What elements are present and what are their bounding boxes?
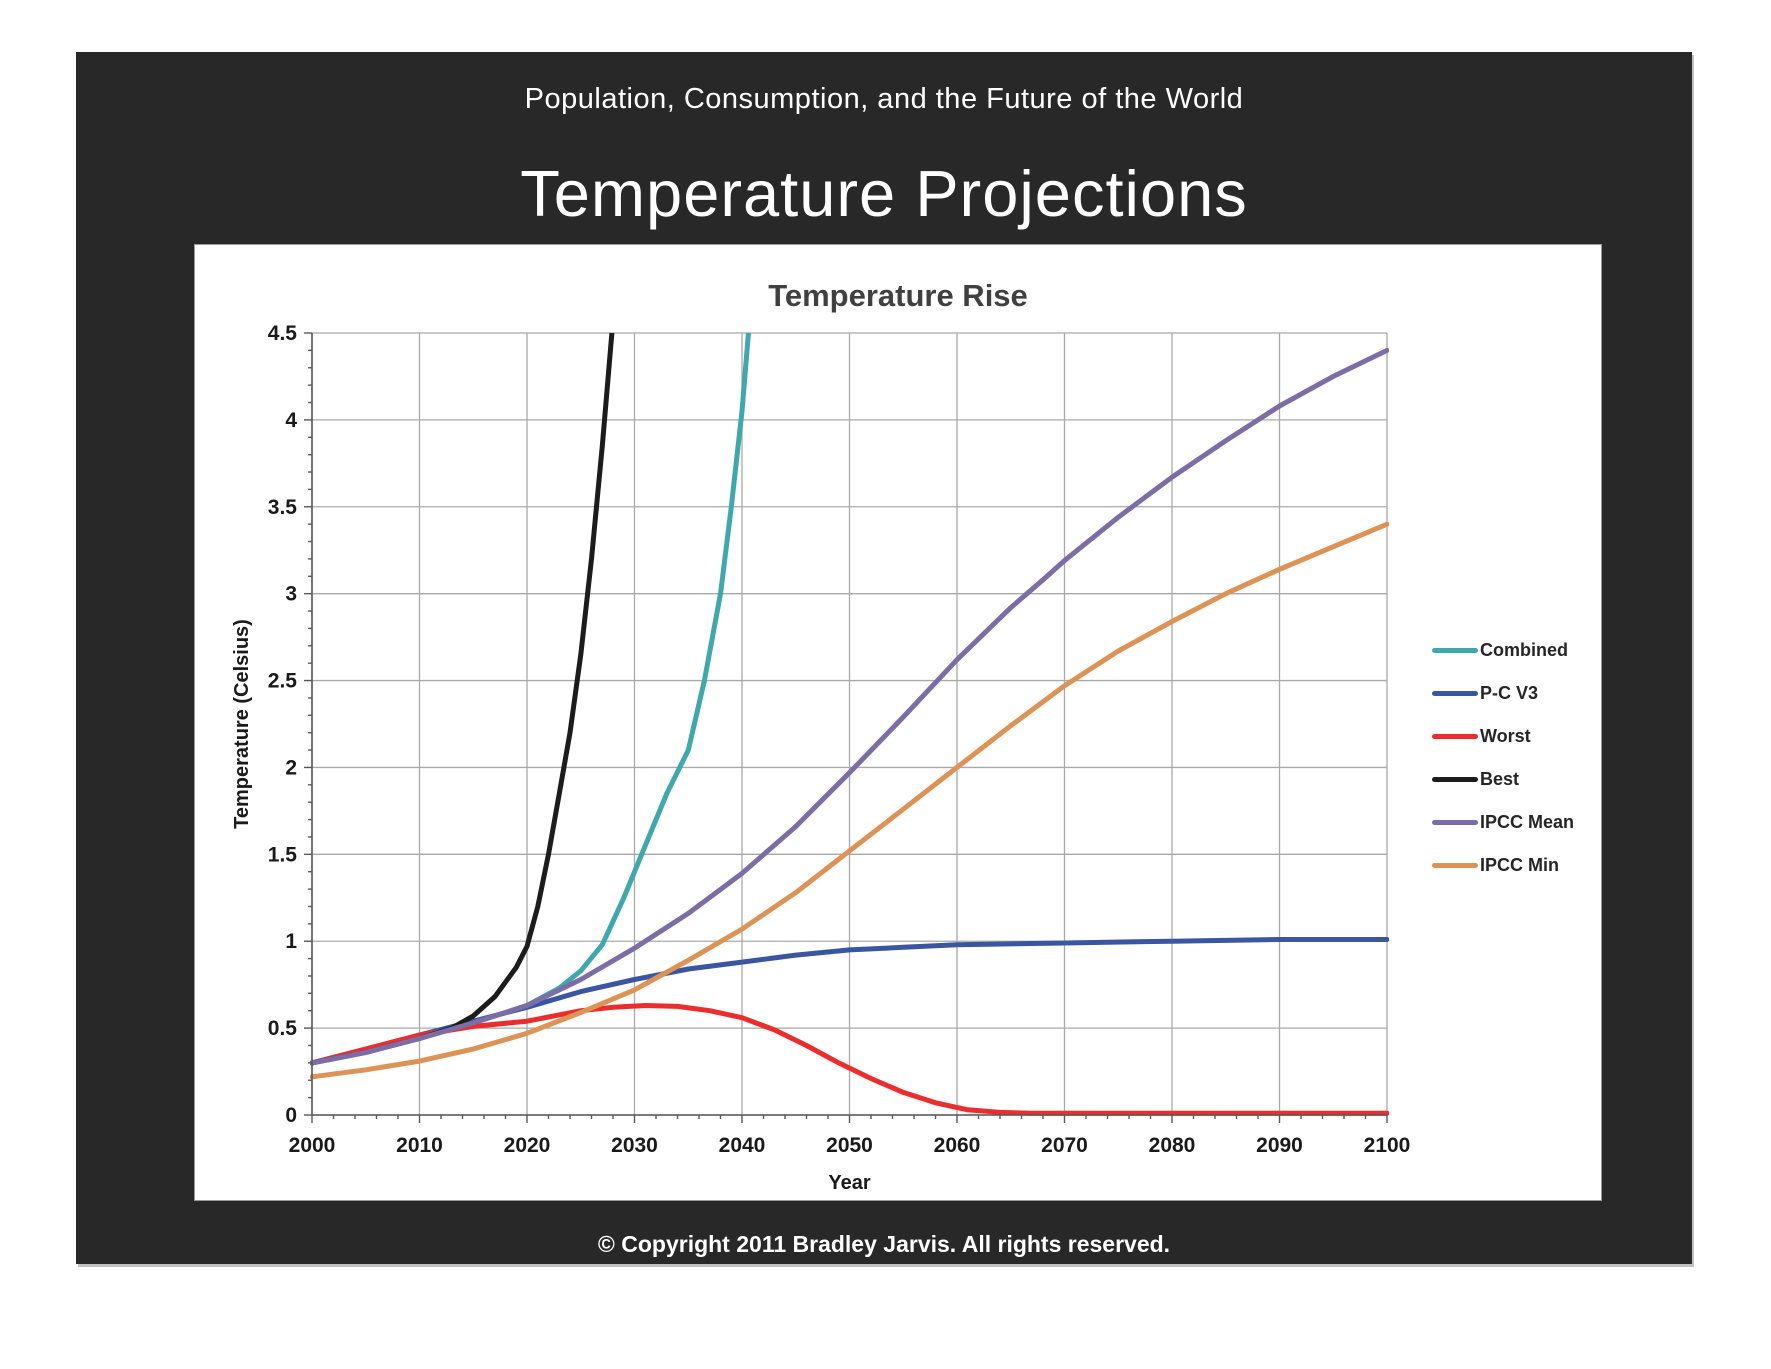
x-tick-label: 2050	[826, 1134, 873, 1157]
x-tick-label: 2040	[719, 1134, 766, 1157]
series-worst	[310, 1003, 1389, 1116]
legend-item: IPCC Min	[1432, 844, 1574, 887]
y-tick-label: 4	[285, 409, 297, 432]
x-axis-title: Year	[828, 1172, 870, 1194]
legend-swatch	[1432, 863, 1478, 868]
y-tick-label: 3.5	[268, 496, 298, 519]
chart-panel: Temperature Rise 0 0.5 1 1.5 2 2.5 3 3.5 4 4.5 200…	[195, 245, 1601, 1200]
legend-item: IPCC Mean	[1432, 801, 1574, 844]
x-tick-label: 2000	[289, 1134, 336, 1157]
x-tick-label: 2010	[396, 1134, 443, 1157]
legend-label: Worst	[1480, 726, 1531, 746]
y-tick-label: 0.5	[268, 1017, 298, 1040]
legend-swatch	[1432, 777, 1478, 782]
page-title: Temperature Projections	[520, 157, 1248, 230]
x-tick-label: 2080	[1149, 1134, 1196, 1157]
legend-swatch	[1432, 734, 1478, 739]
x-tick-label: 2070	[1041, 1134, 1088, 1157]
y-tick-label: 1.5	[268, 843, 298, 866]
legend-label: P-C V3	[1480, 683, 1539, 703]
legend-label: Best	[1480, 769, 1520, 789]
deck-header: Population, Consumption, and the Future …	[524, 83, 1244, 115]
series-ipcc-min	[310, 521, 1389, 1080]
slide: Population, Consumption, and the Future …	[76, 52, 1692, 1264]
chart-legend: Combined P-C V3 Worst Best IPCC Mean IPCC Min	[1432, 629, 1574, 887]
y-tick-label: 2	[285, 756, 297, 779]
copyright-footer: © Copyright 2011 Bradley Jarvis. All rig…	[597, 1231, 1171, 1257]
legend-swatch	[1432, 691, 1478, 696]
x-tick-label: 2090	[1256, 1134, 1303, 1157]
legend-swatch	[1432, 820, 1478, 825]
chart-title: Temperature Rise	[768, 278, 1028, 313]
legend-item: Worst	[1432, 715, 1574, 758]
legend-label: IPCC Min	[1480, 855, 1559, 875]
legend-label: IPCC Mean	[1480, 812, 1575, 832]
x-tick-label: 2020	[504, 1134, 551, 1157]
x-tick-label: 2030	[611, 1134, 658, 1157]
legend-item: Best	[1432, 758, 1574, 801]
y-tick-label: 4.5	[268, 322, 298, 345]
y-axis-title: Temperature (Celsius)	[231, 619, 253, 829]
series-ipcc-mean	[310, 347, 1389, 1066]
y-tick-label: 3	[285, 583, 297, 606]
x-tick-label: 2100	[1364, 1134, 1411, 1157]
legend-swatch	[1432, 648, 1478, 653]
y-tick-label: 1	[285, 930, 297, 953]
y-tick-label: 0	[285, 1104, 297, 1127]
temperature-chart: 0 0.5 1 1.5 2 2.5 3 3.5 4 4.5 2000 2010 2020 2030 2040…	[231, 322, 1411, 1194]
legend-item: P-C V3	[1432, 672, 1574, 715]
legend-item: Combined	[1432, 629, 1574, 672]
x-tick-label: 2060	[934, 1134, 981, 1157]
y-tick-label: 2.5	[268, 670, 298, 693]
legend-label: Combined	[1480, 640, 1568, 660]
